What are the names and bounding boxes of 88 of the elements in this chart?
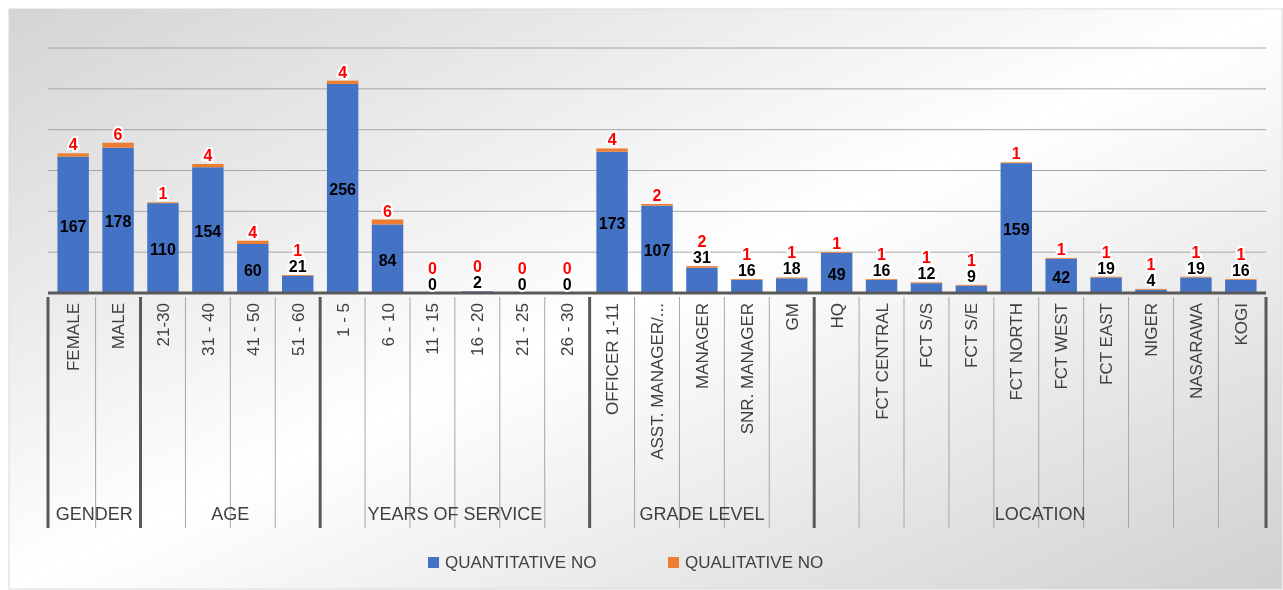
data-label: 1 xyxy=(1191,243,1201,261)
data-label: 159 xyxy=(1002,221,1030,239)
text: GRADE LEVEL xyxy=(639,504,765,524)
data-label: 1 xyxy=(293,242,303,260)
data-label: 0 xyxy=(427,276,437,293)
data-label: 1 xyxy=(158,185,168,203)
x-tick-label: NIGER xyxy=(1142,303,1162,357)
data-label: 4 xyxy=(607,131,617,149)
data-label: 4 xyxy=(68,136,78,154)
data-label: 2 xyxy=(697,233,707,251)
x-tick-label: ASST. MANAGER/... xyxy=(648,303,667,460)
x-tick-label: MANAGER xyxy=(692,303,712,389)
data-label: 0 xyxy=(517,276,527,293)
data-label: 21 xyxy=(288,258,307,276)
data-label: 1 xyxy=(1011,145,1021,163)
data-label: 4 xyxy=(203,146,213,164)
data-label: 1 xyxy=(1236,246,1246,264)
data-label: 1 xyxy=(1146,255,1156,273)
data-label: 4 xyxy=(338,63,348,81)
x-tick-label: 1 - 5 xyxy=(333,303,353,338)
x-tick-label: HQ xyxy=(827,303,847,329)
data-label: 49 xyxy=(827,265,846,283)
text: AGE xyxy=(211,504,250,524)
x-tick-label: FCT CENTRAL xyxy=(872,303,892,420)
data-label: 0 xyxy=(472,258,482,276)
data-label: 84 xyxy=(378,251,397,269)
data-label: 4 xyxy=(1146,271,1156,289)
data-label: 2 xyxy=(652,186,662,204)
data-label: 19 xyxy=(1187,259,1205,277)
data-label: 42 xyxy=(1052,268,1071,286)
x-tick-label: SNR. MANAGER xyxy=(737,303,757,435)
data-label: 9 xyxy=(966,267,976,285)
x-tick-label: OFFICER 1-11 xyxy=(603,303,623,416)
data-label: 31 xyxy=(693,249,711,267)
data-label: 178 xyxy=(104,213,132,231)
data-label: 1 xyxy=(832,235,842,253)
data-label: 16 xyxy=(872,262,891,280)
x-tick-label: 21 - 25 xyxy=(513,303,533,356)
x-tick-label: FCT NORTH xyxy=(1007,303,1027,401)
data-label: 0 xyxy=(562,276,572,293)
x-tick-label: 11 - 15 xyxy=(423,303,443,355)
legend-label: QUANTITATIVE NO xyxy=(445,553,597,572)
data-label: 4 xyxy=(248,223,258,241)
x-tick-label: KOGI xyxy=(1231,303,1251,346)
data-label: 16 xyxy=(1231,262,1250,280)
x-tick-label: 31 - 40 xyxy=(198,303,218,356)
data-label: 154 xyxy=(194,223,222,241)
data-label: 110 xyxy=(150,241,176,259)
x-tick-label: FEMALE xyxy=(64,303,84,372)
data-label: 6 xyxy=(113,125,123,143)
x-tick-label: 41 - 50 xyxy=(243,303,263,356)
data-label: 1 xyxy=(966,251,976,269)
x-tick-label: FCT S/S xyxy=(917,303,937,368)
text: GENDER xyxy=(55,504,133,524)
data-label: 167 xyxy=(59,217,87,235)
legend-label: QUALITATIVE NO xyxy=(685,553,824,572)
data-label: 107 xyxy=(643,242,671,260)
data-label: 256 xyxy=(329,181,357,199)
data-label: 0 xyxy=(427,260,437,277)
data-label: 19 xyxy=(1097,259,1116,277)
data-label: 12 xyxy=(917,265,936,283)
data-label: 2 xyxy=(472,274,482,292)
data-label: 1 xyxy=(1056,240,1066,258)
x-tick-label: FCT WEST xyxy=(1052,303,1072,390)
data-label: 16 xyxy=(737,262,756,280)
data-label: 0 xyxy=(517,260,527,277)
x-tick-label: MALE xyxy=(109,303,129,350)
x-tick-label: 21-30 xyxy=(153,303,173,347)
x-tick-label: NASARAWA xyxy=(1186,302,1206,400)
data-label: 1 xyxy=(1101,243,1111,261)
text: LOCATION xyxy=(994,504,1086,524)
x-tick-label: FCT S/E xyxy=(962,303,982,368)
x-tick-label: GM xyxy=(782,303,802,331)
data-label: 1 xyxy=(787,244,797,262)
data-label: 1 xyxy=(877,246,887,264)
x-tick-label: 16 - 20 xyxy=(468,303,488,356)
x-tick-label: FCT EAST xyxy=(1097,303,1117,385)
data-label: 18 xyxy=(782,260,801,278)
data-label: 0 xyxy=(562,260,572,277)
data-label: 1 xyxy=(742,246,752,264)
x-tick-label: 26 - 30 xyxy=(558,303,578,356)
data-label: 6 xyxy=(383,202,393,220)
x-tick-label: 6 - 10 xyxy=(378,303,398,347)
text: YEARS OF SERVICE xyxy=(367,504,543,524)
x-tick-label: 51 - 60 xyxy=(288,303,308,356)
data-label: 60 xyxy=(243,261,262,279)
data-label: 173 xyxy=(598,215,626,233)
data-label: 1 xyxy=(922,249,932,267)
